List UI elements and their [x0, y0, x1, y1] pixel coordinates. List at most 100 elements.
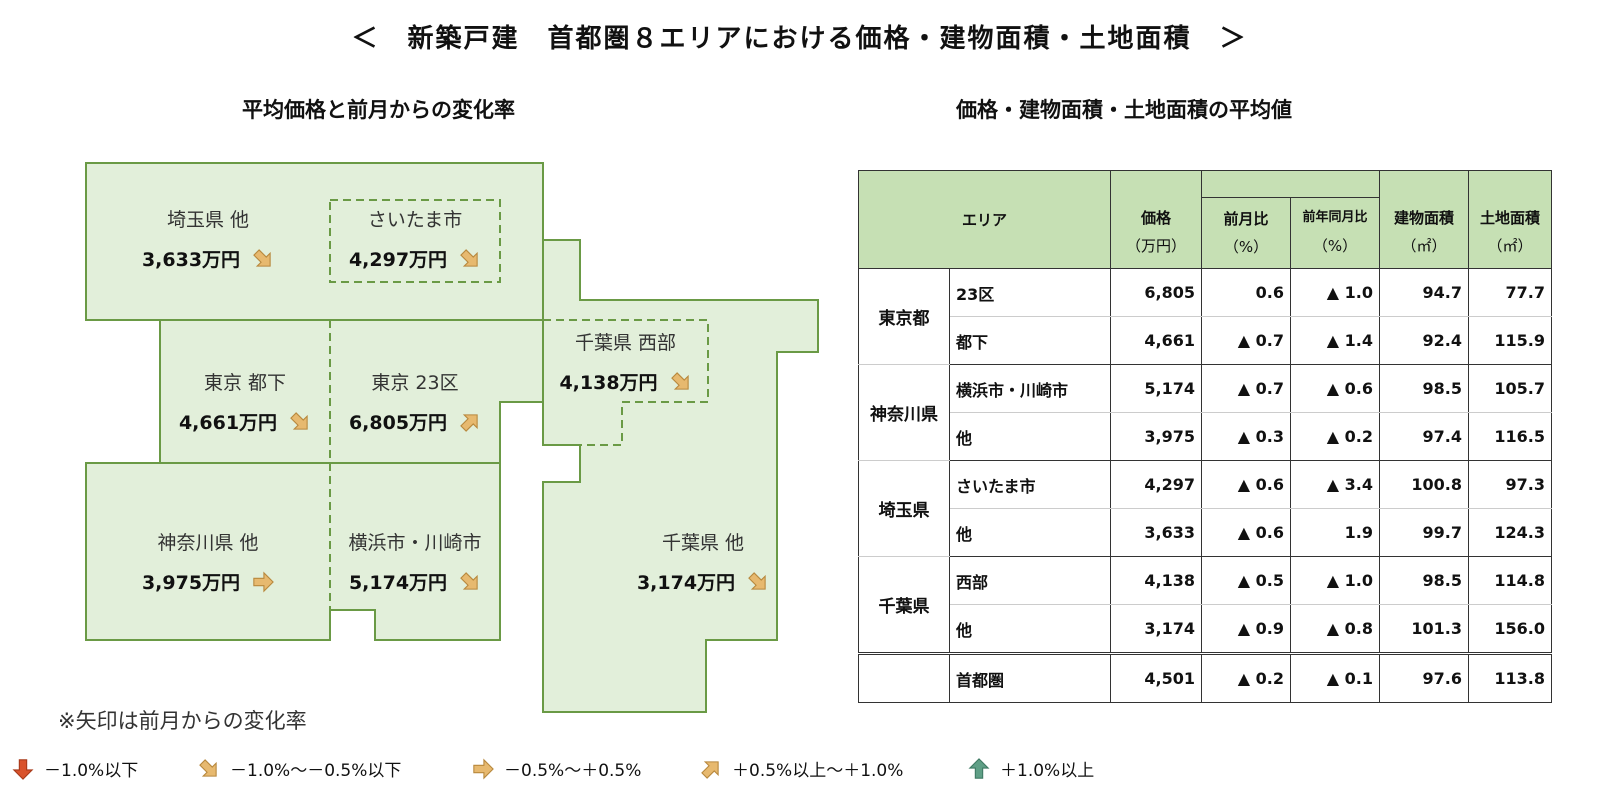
arrow-right-icon — [473, 758, 494, 779]
region-chiba-west — [542, 319, 709, 446]
table-row: 千葉県 西部 4,138 ▲ 0.5 ▲ 1.0 98.5 114.8 — [858, 556, 1552, 654]
cell-sub: 西部 — [949, 556, 1111, 605]
region-price: 4,138万円 — [543, 368, 708, 395]
region-map — [85, 162, 819, 713]
page-title: ＜ 新築戸建 首都圏８エリアにおける価格・建物面積・土地面積 ＞ — [351, 24, 1248, 54]
region-label: さいたま市 — [367, 209, 463, 231]
region-price: 3,633万円 — [130, 245, 286, 272]
cell-land: 114.8 — [1468, 556, 1552, 605]
cell-sub: 他 — [949, 508, 1111, 557]
region-price: 3,975万円 — [86, 568, 330, 595]
arrow-down-right-icon — [199, 758, 217, 777]
region-saitama-city — [329, 199, 501, 283]
header-land: 土地面積 （㎡） — [1468, 170, 1552, 269]
cell-mom: ▲ 0.7 — [1201, 364, 1291, 413]
cell-price: 6,805 — [1110, 268, 1202, 317]
region-label: 東京 23区 — [371, 372, 459, 394]
cell-sub: 他 — [949, 412, 1111, 461]
header-building: 建物面積 （㎡） — [1379, 170, 1469, 269]
cell-yoy: 1.9 — [1290, 508, 1380, 557]
table-row: 他 3,975 ▲ 0.3 ▲ 0.2 97.4 116.5 — [859, 412, 1552, 461]
arrow-down-right-icon — [670, 371, 689, 390]
cell-pref: 埼玉県 — [858, 460, 950, 557]
cell-building: 92.4 — [1379, 316, 1469, 365]
cell-building: 97.6 — [1379, 653, 1469, 703]
cell-land: 113.8 — [1468, 653, 1552, 703]
arrow-down-right-icon — [460, 571, 478, 590]
cell-mom: ▲ 0.6 — [1201, 508, 1291, 557]
cell-pref: 神奈川県 — [858, 364, 950, 461]
cell-yoy: ▲ 0.1 — [1290, 653, 1380, 703]
table-row: 埼玉県 さいたま市 4,297 ▲ 0.6 ▲ 3.4 100.8 97.3 — [858, 460, 1552, 557]
header-yoy: 前年同月比 （%） — [1290, 197, 1380, 269]
cell-yoy: ▲ 1.0 — [1290, 268, 1380, 317]
cell-price: 3,174 — [1110, 604, 1202, 654]
table-row-total: 首都圏 4,501 ▲ 0.2 ▲ 0.1 97.6 113.8 — [858, 653, 1552, 703]
cell-yoy: ▲ 1.0 — [1290, 556, 1380, 605]
region-kanagawa — [85, 462, 501, 641]
cell-price: 5,174 — [1110, 364, 1202, 413]
region-price: 5,174万円 — [330, 568, 500, 595]
cell-mom: ▲ 0.3 — [1201, 412, 1291, 461]
cell-land: 115.9 — [1468, 316, 1552, 365]
cell-mom: 0.6 — [1201, 268, 1291, 317]
cell-sub: さいたま市 — [949, 460, 1111, 509]
cell-building: 101.3 — [1379, 604, 1469, 654]
map-subtitle: 平均価格と前月からの変化率 — [242, 98, 515, 122]
region-label: 横浜市・川崎市 — [348, 532, 482, 554]
region-saitama — [85, 162, 544, 321]
table-row: 他 3,174 ▲ 0.9 ▲ 0.8 101.3 156.0 — [859, 604, 1552, 654]
cell-yoy: ▲ 1.4 — [1290, 316, 1380, 365]
cell-land: 97.3 — [1468, 460, 1552, 509]
arrow-up-right-icon — [701, 760, 719, 779]
cell-sub: 横浜市・川崎市 — [949, 364, 1111, 413]
cell-yoy: ▲ 3.4 — [1290, 460, 1380, 509]
legend-item: －0.5%～＋0.5% — [472, 756, 641, 781]
cell-yoy: ▲ 0.2 — [1290, 412, 1380, 461]
region-price: 3,174万円 — [543, 568, 863, 595]
cell-sub: 他 — [949, 604, 1111, 654]
legend-item: －1.0%以下 — [12, 756, 138, 781]
legend-item: ＋1.0%以上 — [968, 756, 1094, 781]
cell-yoy: ▲ 0.6 — [1290, 364, 1380, 413]
arrow-down-right-icon — [253, 248, 271, 267]
cell-building: 99.7 — [1379, 508, 1469, 557]
cell-land: 156.0 — [1468, 604, 1552, 654]
arrow-note: ※矢印は前月からの変化率 — [58, 709, 307, 733]
cell-pref: 東京都 — [858, 268, 950, 365]
cell-building: 98.5 — [1379, 364, 1469, 413]
table-row: 神奈川県 横浜市・川崎市 5,174 ▲ 0.7 ▲ 0.6 98.5 105.7 — [858, 364, 1552, 461]
region-label: 千葉県 他 — [661, 532, 745, 554]
table-row: 都下 4,661 ▲ 0.7 ▲ 1.4 92.4 115.9 — [859, 316, 1552, 365]
legend-item: －1.0%～－0.5%以下 — [198, 756, 401, 781]
cell-land: 124.3 — [1468, 508, 1552, 557]
header-area: エリア — [858, 170, 1111, 269]
price-table: エリア 価格 （万円） 建物面積 （㎡） 土地面積 （㎡） 前月比 （%） 前年同月比（… — [858, 170, 1552, 703]
cell-building: 94.7 — [1379, 268, 1469, 317]
cell-price: 4,297 — [1110, 460, 1202, 509]
cell-land: 105.7 — [1468, 364, 1552, 413]
cell-mom: ▲ 0.2 — [1201, 653, 1291, 703]
cell-price: 3,633 — [1110, 508, 1202, 557]
table-row: 他 3,633 ▲ 0.6 1.9 99.7 124.3 — [859, 508, 1552, 557]
region-label: 東京 都下 — [203, 372, 287, 394]
cell-building: 97.4 — [1379, 412, 1469, 461]
region-chiba — [542, 239, 819, 713]
cell-building: 98.5 — [1379, 556, 1469, 605]
table-row: 東京都 23区 6,805 0.6 ▲ 1.0 94.7 77.7 — [858, 268, 1552, 365]
region-price: 4,297万円 — [330, 245, 500, 272]
cell-pref: 千葉県 — [858, 556, 950, 654]
arrow-down-right-icon — [460, 248, 478, 267]
cell-sub: 都下 — [949, 316, 1111, 365]
arrow-up-icon — [968, 757, 990, 779]
region-label: 千葉県 西部 — [574, 332, 677, 354]
cell-mom: ▲ 0.5 — [1201, 556, 1291, 605]
cell-sub: 23区 — [949, 268, 1111, 317]
arrow-down-right-icon — [748, 571, 766, 590]
cell-land: 77.7 — [1468, 268, 1552, 317]
cell-sub: 首都圏 — [949, 653, 1111, 703]
region-label: 神奈川県 他 — [157, 532, 259, 554]
arrow-right-icon — [253, 571, 274, 592]
region-label: 埼玉県 他 — [166, 209, 250, 231]
cell-price: 4,501 — [1110, 653, 1202, 703]
